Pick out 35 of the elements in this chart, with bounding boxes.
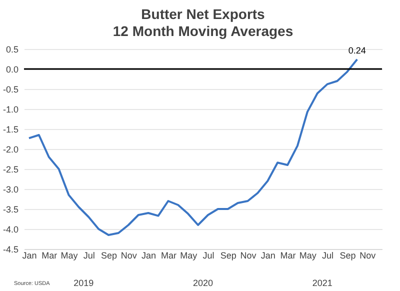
- x-tick-label: Jan: [142, 250, 156, 260]
- y-tick-label: 0.0: [6, 64, 18, 74]
- x-tick-label: Jul: [83, 250, 95, 260]
- y-tick-label: -4.5: [2, 244, 18, 254]
- x-tick-label: Sep: [101, 250, 118, 260]
- x-tick-label: May: [180, 250, 198, 260]
- y-tick-label: -3.0: [2, 184, 18, 194]
- y-tick-label: -2.5: [2, 164, 18, 174]
- y-tick-label: -4.0: [2, 224, 18, 234]
- data-label: 0.24: [348, 45, 366, 56]
- y-tick-label: -2.0: [2, 144, 18, 154]
- x-tick-label: Jul: [202, 250, 214, 260]
- x-tick-label: Mar: [160, 250, 176, 260]
- x-tick-label: Sep: [220, 250, 236, 260]
- x-tick-label: Nov: [240, 250, 257, 260]
- chart-title: Butter Net Exports 12 Month Moving Averages: [112, 6, 294, 39]
- y-tick-label: 0.5: [6, 44, 18, 54]
- x-tick-label: Jul: [322, 250, 334, 260]
- x-tick-label: Mar: [280, 250, 296, 260]
- text: 2019: [74, 278, 94, 288]
- y-tick-label: -1.5: [2, 124, 18, 134]
- line-series: [28, 58, 358, 236]
- text: 2020: [192, 278, 214, 288]
- x-tick-label: Jan: [22, 250, 37, 260]
- y-tick-label: -3.5: [2, 204, 18, 214]
- x-tick-label: Mar: [42, 250, 58, 260]
- x-tick-label: Jan: [260, 250, 276, 260]
- x-tick-label: May: [299, 250, 317, 260]
- x-tick-label: Sep: [340, 250, 356, 260]
- x-tick-label: May: [60, 250, 78, 260]
- y-tick-label: -0.5: [2, 84, 18, 94]
- x-tick-label: Nov: [360, 250, 376, 260]
- x-tick-label: Nov: [120, 250, 138, 260]
- y-tick-label: -1.0: [2, 104, 18, 114]
- text: 2021: [312, 278, 332, 288]
